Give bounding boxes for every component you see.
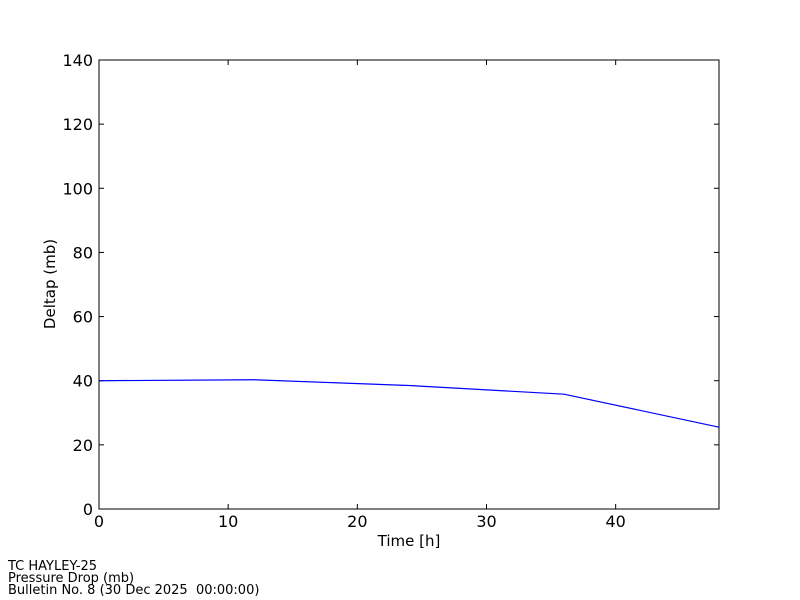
plot-frame <box>98 59 720 510</box>
footer-note: Pressure Drop (mb) <box>8 571 134 586</box>
y-tick-label: 0 <box>83 500 93 519</box>
y-tick-label: 20 <box>73 436 93 455</box>
x-tick-label: 10 <box>218 512 238 531</box>
footer-note: Bulletin No. 8 (30 Dec 2025 00:00:00) <box>8 583 259 598</box>
y-tick-label: 140 <box>62 51 93 70</box>
x-tick-label: 20 <box>347 512 367 531</box>
y-tick-label: 60 <box>73 308 93 327</box>
x-axis-label: Time [h] <box>377 532 441 550</box>
y-tick-label: 80 <box>73 243 93 262</box>
x-tick-label: 40 <box>605 512 625 531</box>
y-axis-label: Deltap (mb) <box>41 239 59 329</box>
x-tick-label: 0 <box>94 512 104 531</box>
y-tick-label: 40 <box>73 372 93 391</box>
y-tick-label: 120 <box>62 115 93 134</box>
footer-note: TC HAYLEY-25 <box>7 559 97 574</box>
x-tick-label: 30 <box>476 512 496 531</box>
data-line <box>98 379 720 428</box>
y-tick-label: 100 <box>62 179 93 198</box>
